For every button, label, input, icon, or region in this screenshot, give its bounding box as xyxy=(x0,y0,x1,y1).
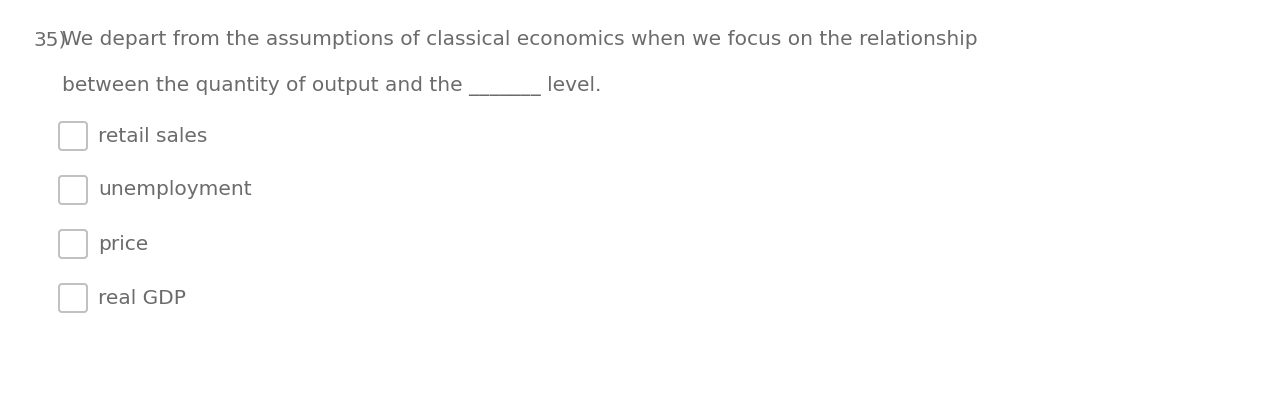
Text: retail sales: retail sales xyxy=(98,126,207,146)
Text: real GDP: real GDP xyxy=(98,288,186,308)
FancyBboxPatch shape xyxy=(59,176,87,204)
Text: We depart from the assumptions of classical economics when we focus on the relat: We depart from the assumptions of classi… xyxy=(62,30,977,49)
FancyBboxPatch shape xyxy=(59,230,87,258)
FancyBboxPatch shape xyxy=(59,122,87,150)
Text: 35): 35) xyxy=(33,30,67,49)
Text: between the quantity of output and the _______ level.: between the quantity of output and the _… xyxy=(62,76,602,96)
Text: price: price xyxy=(98,235,148,253)
FancyBboxPatch shape xyxy=(59,284,87,312)
Text: unemployment: unemployment xyxy=(98,180,252,200)
